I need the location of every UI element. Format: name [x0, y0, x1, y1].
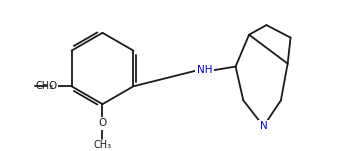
Text: O: O — [98, 118, 107, 129]
Text: CH₃: CH₃ — [36, 81, 54, 91]
Text: CH₃: CH₃ — [94, 140, 112, 150]
Text: O: O — [48, 81, 56, 91]
Text: N: N — [260, 121, 268, 131]
Text: NH: NH — [197, 65, 212, 75]
